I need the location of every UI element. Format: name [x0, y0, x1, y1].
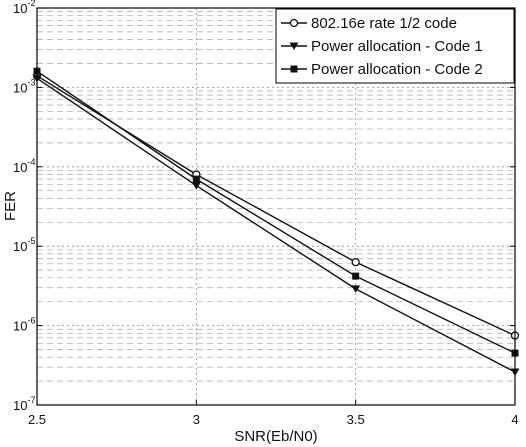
y-tick-base: 10 — [13, 1, 27, 16]
y-tick-label: 10-4 — [13, 157, 35, 175]
y-tick-exponent: -7 — [27, 395, 35, 405]
y-tick-exponent: -6 — [27, 316, 35, 326]
legend: 802.16e rate 1/2 code Power allocation - … — [275, 8, 515, 84]
y-axis-ticks: 10-210-310-410-510-610-7 — [13, 0, 515, 413]
series-line — [36, 77, 516, 373]
legend-label: Power allocation - Code 1 — [311, 38, 483, 55]
legend-marker — [290, 65, 298, 73]
legend-marker — [289, 18, 299, 28]
x-tick-label: 3.5 — [347, 412, 365, 427]
y-tick-label: 10-3 — [13, 77, 35, 95]
y-tick-label: 10-7 — [13, 395, 35, 413]
y-tick-base: 10 — [13, 319, 27, 334]
y-tick-base: 10 — [13, 80, 27, 95]
data-point — [351, 257, 360, 267]
y-tick-base: 10 — [13, 239, 27, 254]
x-axis-label: SNR(Eb/N0) — [234, 428, 317, 445]
data-point — [192, 175, 200, 183]
y-tick-exponent: -5 — [27, 236, 35, 246]
x-tick-label: 2.5 — [28, 412, 46, 427]
legend-marker — [289, 42, 299, 50]
legend-label: Power allocation - Code 2 — [311, 61, 483, 78]
y-tick-exponent: -2 — [27, 0, 35, 8]
y-tick-base: 10 — [13, 398, 27, 413]
legend-box — [275, 8, 515, 84]
x-tick-label: 3 — [193, 412, 200, 427]
series-line — [36, 70, 516, 354]
x-tick-label: 4 — [511, 412, 518, 427]
y-axis-label: FER — [2, 191, 19, 221]
y-tick-base: 10 — [13, 160, 27, 175]
data-series — [32, 67, 520, 377]
plot-frame — [36, 7, 516, 406]
y-tick-exponent: -3 — [27, 77, 35, 87]
y-tick-label: 10-5 — [13, 236, 35, 254]
x-axis-ticks: 2.5 3 3.5 4 — [28, 400, 519, 427]
data-point — [191, 182, 201, 190]
data-point — [351, 285, 361, 293]
y-tick-label: 10-2 — [13, 0, 35, 16]
y-tick-label: 10-6 — [13, 316, 35, 334]
legend-label: 802.16e rate 1/2 code — [311, 15, 457, 32]
data-point — [352, 272, 360, 280]
y-tick-exponent: -4 — [27, 157, 35, 167]
